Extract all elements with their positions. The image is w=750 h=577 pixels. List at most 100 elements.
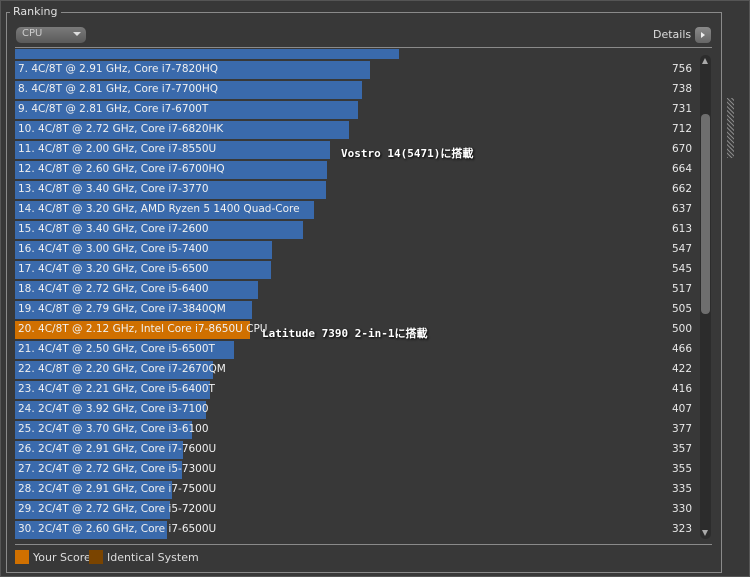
ranking-row[interactable]: [15, 49, 700, 59]
cpu-label: 30. 2C/4T @ 2.60 GHz, Core i7-6500U: [18, 523, 217, 535]
score-value: 407: [671, 403, 692, 415]
score-bar: [15, 361, 214, 379]
ranking-row[interactable]: 16. 4C/4T @ 3.00 GHz, Core i5-7400 547: [15, 241, 700, 259]
score-value: 664: [671, 163, 692, 175]
ranking-row[interactable]: 14. 4C/8T @ 3.20 GHz, AMD Ryzen 5 1400 Q…: [15, 201, 700, 219]
score-value: 335: [671, 483, 692, 495]
score-bar: [15, 421, 193, 439]
legend-identical-system: Identical System: [107, 551, 199, 564]
score-value: 738: [671, 83, 692, 95]
score-bar: [15, 201, 315, 219]
score-bar: [15, 261, 271, 279]
cpu-label: 25. 2C/4T @ 3.70 GHz, Core i3-6100: [18, 423, 209, 435]
ranking-row[interactable]: 17. 4C/4T @ 3.20 GHz, Core i5-6500 545: [15, 261, 700, 279]
score-bar: [15, 441, 183, 459]
cpu-label: 22. 4C/8T @ 2.20 GHz, Core i7-2670QM: [18, 363, 226, 375]
ranking-row[interactable]: 21. 4C/4T @ 2.50 GHz, Core i5-6500T 466: [15, 341, 700, 359]
ranking-row-yours[interactable]: 20. 4C/8T @ 2.12 GHz, Intel Core i7-8650…: [15, 321, 700, 339]
chevron-down-icon: [73, 32, 81, 36]
score-bar: [15, 481, 173, 499]
panel-title: Ranking: [10, 5, 61, 18]
cpu-label: 18. 4C/4T @ 2.72 GHz, Core i5-6400: [18, 283, 209, 295]
score-value: 637: [671, 203, 692, 215]
score-bar: [15, 301, 253, 319]
ranking-row[interactable]: 30. 2C/4T @ 2.60 GHz, Core i7-6500U 323: [15, 521, 700, 539]
ranking-row[interactable]: 19. 4C/8T @ 2.79 GHz, Core i7-3840QM 505: [15, 301, 700, 319]
ranking-list: 7. 4C/8T @ 2.91 GHz, Core i7-7820HQ 756 8.…: [15, 49, 700, 541]
cpu-label: 9. 4C/8T @ 2.81 GHz, Core i7-6700T: [18, 103, 209, 115]
cpu-label: 17. 4C/4T @ 3.20 GHz, Core i5-6500: [18, 263, 209, 275]
score-bar: [15, 341, 234, 359]
ranking-row[interactable]: 7. 4C/8T @ 2.91 GHz, Core i7-7820HQ 756: [15, 61, 700, 79]
ranking-row[interactable]: 29. 2C/4T @ 2.72 GHz, Core i5-7200U 330: [15, 501, 700, 519]
score-value: 712: [671, 123, 692, 135]
cpu-label: 12. 4C/8T @ 2.60 GHz, Core i7-6700HQ: [18, 163, 225, 175]
ranking-row[interactable]: 25. 2C/4T @ 3.70 GHz, Core i3-6100 377: [15, 421, 700, 439]
legend-your-score: Your Score: [33, 551, 91, 564]
cpu-label: 19. 4C/8T @ 2.79 GHz, Core i7-3840QM: [18, 303, 226, 315]
score-value: 330: [671, 503, 692, 515]
details-label: Details: [653, 28, 692, 41]
ranking-row[interactable]: 9. 4C/8T @ 2.81 GHz, Core i7-6700T 731: [15, 101, 700, 119]
score-bar: [15, 121, 350, 139]
cpu-label: 24. 2C/4T @ 3.92 GHz, Core i3-7100: [18, 403, 209, 415]
score-bar: [15, 101, 359, 119]
ranking-row[interactable]: 15. 4C/8T @ 3.40 GHz, Core i7-2600 613: [15, 221, 700, 239]
score-value: 517: [671, 283, 692, 295]
cpu-label: 28. 2C/4T @ 2.91 GHz, Core i7-7500U: [18, 483, 217, 495]
scrollbar[interactable]: [700, 55, 711, 539]
ranking-row[interactable]: 27. 2C/4T @ 2.72 GHz, Core i5-7300U 355: [15, 461, 700, 479]
divider: [15, 47, 712, 48]
annotation-vostro: Vostro 14(5471)に搭載: [341, 147, 474, 160]
ranking-panel: [6, 12, 722, 573]
ranking-row[interactable]: 24. 2C/4T @ 3.92 GHz, Core i3-7100 407: [15, 401, 700, 419]
score-value: 731: [671, 103, 692, 115]
cpu-label: 23. 4C/4T @ 2.21 GHz, Core i5-6400T: [18, 383, 215, 395]
ranking-row[interactable]: 22. 4C/8T @ 2.20 GHz, Core i7-2670QM 422: [15, 361, 700, 379]
resize-grip[interactable]: [727, 98, 734, 158]
ranking-row[interactable]: 26. 2C/4T @ 2.91 GHz, Core i7-7600U 357: [15, 441, 700, 459]
cpu-label: 27. 2C/4T @ 2.72 GHz, Core i5-7300U: [18, 463, 217, 475]
score-bar: [15, 281, 258, 299]
ranking-row[interactable]: 13. 4C/8T @ 3.40 GHz, Core i7-3770 662: [15, 181, 700, 199]
select-value: CPU: [22, 28, 43, 39]
cpu-label: 20. 4C/8T @ 2.12 GHz, Intel Core i7-8650…: [18, 323, 268, 335]
score-value: 355: [671, 463, 692, 475]
ranking-row[interactable]: 28. 2C/4T @ 2.91 GHz, Core i7-7500U 335: [15, 481, 700, 499]
score-bar: [15, 221, 303, 239]
score-value: 613: [671, 223, 692, 235]
cpu-label: 11. 4C/8T @ 2.00 GHz, Core i7-8550U: [18, 143, 217, 155]
cpu-label: 21. 4C/4T @ 2.50 GHz, Core i5-6500T: [18, 343, 215, 355]
score-value: 662: [671, 183, 692, 195]
scroll-down-icon[interactable]: [702, 530, 708, 536]
ranking-row[interactable]: 18. 4C/4T @ 2.72 GHz, Core i5-6400 517: [15, 281, 700, 299]
score-bar: [15, 401, 207, 419]
scrollbar-thumb[interactable]: [701, 114, 710, 314]
score-value: 756: [671, 63, 692, 75]
score-bar: [15, 381, 211, 399]
score-bar: [15, 141, 330, 159]
ranking-row[interactable]: 8. 4C/8T @ 2.81 GHz, Core i7-7700HQ 738: [15, 81, 700, 99]
cpu-label: 29. 2C/4T @ 2.72 GHz, Core i5-7200U: [18, 503, 217, 515]
score-bar: [15, 161, 327, 179]
ranking-row[interactable]: 23. 4C/4T @ 2.21 GHz, Core i5-6400T 416: [15, 381, 700, 399]
cpu-label: 15. 4C/8T @ 3.40 GHz, Core i7-2600: [18, 223, 209, 235]
score-bar: [15, 521, 167, 539]
ranking-row[interactable]: 12. 4C/8T @ 2.60 GHz, Core i7-6700HQ 664: [15, 161, 700, 179]
score-value: 500: [671, 323, 692, 335]
identical-system-swatch: [89, 550, 103, 564]
details-arrow-button[interactable]: [695, 27, 711, 43]
score-value: 377: [671, 423, 692, 435]
ranking-row[interactable]: 10. 4C/8T @ 2.72 GHz, Core i7-6820HK 712: [15, 121, 700, 139]
score-bar: [15, 241, 272, 259]
score-bar: [15, 49, 400, 59]
annotation-latitude: Latitude 7390 2-in-1に搭載: [262, 327, 428, 340]
score-bar: [15, 81, 362, 99]
benchmark-select[interactable]: CPU: [16, 27, 86, 43]
cpu-label: 8. 4C/8T @ 2.81 GHz, Core i7-7700HQ: [18, 83, 219, 95]
ranking-row[interactable]: 11. 4C/8T @ 2.00 GHz, Core i7-8550U 670: [15, 141, 700, 159]
scroll-up-icon[interactable]: [702, 58, 708, 64]
score-value: 545: [671, 263, 692, 275]
score-bar: [15, 461, 182, 479]
